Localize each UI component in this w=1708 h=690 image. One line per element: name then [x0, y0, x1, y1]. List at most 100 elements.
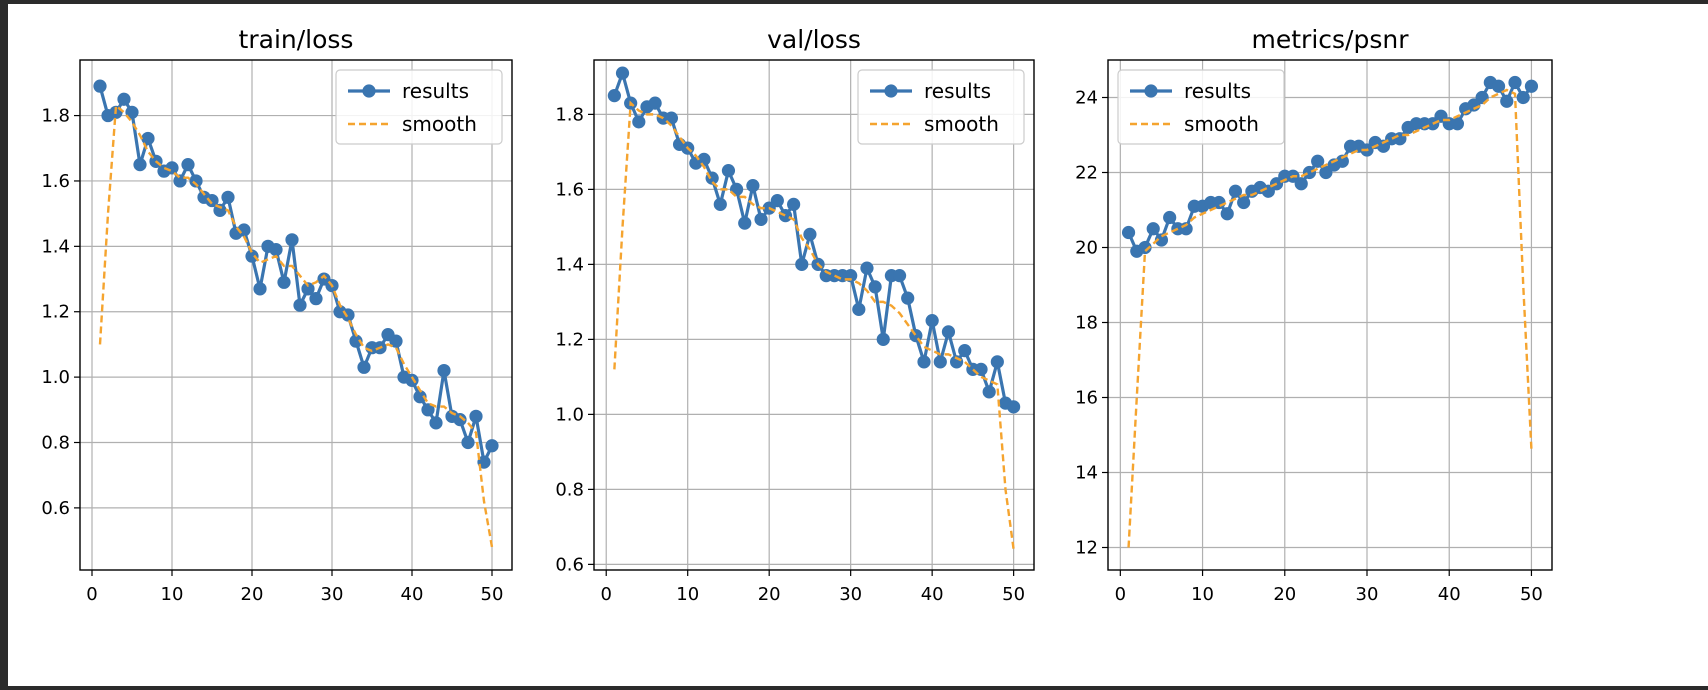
data-point-results [925, 314, 939, 328]
legend: results smooth [1117, 69, 1285, 145]
y-tick-label: 1.6 [555, 179, 584, 200]
legend-box [1117, 69, 1285, 145]
data-point-results [1228, 184, 1243, 198]
data-point-results [1007, 400, 1021, 414]
axes-frame [593, 59, 1035, 571]
data-point-results [117, 92, 131, 106]
figure-canvas: 0 10 20 30 40 50 0.6 0.8 1.0 1.2 1.4 1.6 1.8 train/lo… [41, 25, 1553, 605]
series-line-smooth [1127, 88, 1533, 548]
data-point-results [1154, 233, 1169, 247]
data-point-results [421, 403, 435, 417]
series-line-smooth [613, 100, 1015, 550]
x-tick-label: 10 [676, 584, 699, 605]
data-point-results [632, 115, 646, 129]
chart-panel-3: 0 10 20 30 40 50 12 14 16 18 20 22 24 metrics/psnr res… [1075, 25, 1553, 605]
data-point-results [1121, 225, 1136, 240]
legend-label-results: results [1184, 79, 1251, 103]
data-point-results [1335, 154, 1349, 168]
legend-box [335, 69, 503, 145]
data-point-results [1302, 165, 1317, 180]
data-point-results [770, 194, 784, 208]
data-point-results [721, 164, 736, 178]
data-point-results [285, 233, 299, 247]
y-tick-label: 14 [1075, 463, 1098, 484]
data-point-results [876, 332, 890, 346]
data-point-results [485, 439, 499, 453]
y-tick-label: 1.0 [41, 367, 70, 388]
x-tick-label: 50 [481, 584, 504, 605]
data-point-results [309, 292, 323, 306]
data-point-results [787, 197, 801, 211]
data-point-results [93, 79, 107, 93]
data-point-results [269, 243, 283, 257]
y-tick-label: 0.8 [41, 433, 70, 454]
legend-results-marker [362, 84, 376, 98]
legend-results-marker [884, 84, 898, 98]
y-tick-label: 12 [1075, 538, 1098, 559]
data-point-results [1138, 240, 1152, 255]
x-tick-label: 0 [600, 584, 611, 605]
legend: results smooth [857, 69, 1025, 145]
chart-title: train/loss [239, 25, 354, 54]
x-tick-label: 30 [839, 584, 862, 605]
data-point-results [892, 269, 907, 283]
data-point-results [205, 193, 219, 208]
data-point-results [933, 355, 947, 369]
data-point-results [1450, 117, 1465, 131]
legend-label-smooth: smooth [402, 112, 477, 136]
series-line-smooth [98, 103, 494, 548]
data-point-results [917, 355, 931, 369]
data-point-results [437, 363, 451, 378]
y-tick-label: 1.6 [41, 171, 70, 192]
x-tick-label: 40 [401, 584, 424, 605]
data-point-results [245, 249, 259, 263]
data-point-results [1500, 94, 1514, 108]
data-point-results [165, 161, 179, 175]
legend-label-smooth: smooth [1184, 112, 1259, 136]
chart-panel-1: 0 10 20 30 40 50 0.6 0.8 1.0 1.2 1.4 1.6 1.8 train/lo… [41, 25, 513, 605]
y-tick-label: 1.2 [41, 302, 70, 323]
data-point-results [1237, 195, 1251, 210]
chart-title: metrics/psnr [1252, 25, 1410, 54]
data-point-results [469, 409, 483, 423]
data-point-results [173, 174, 187, 188]
data-point-results [213, 203, 227, 217]
legend-label-smooth: smooth [924, 112, 999, 136]
x-tick-label: 40 [1438, 584, 1461, 605]
data-point-results [1311, 154, 1325, 168]
data-point-results [795, 257, 809, 271]
data-point-results [648, 96, 662, 110]
data-point-results [277, 275, 291, 289]
chart-title: val/loss [767, 25, 861, 54]
data-point-results [778, 209, 793, 223]
data-point-results [1163, 210, 1177, 225]
data-point-results [141, 131, 155, 146]
x-tick-label: 20 [758, 584, 781, 605]
data-point-results [301, 282, 315, 296]
x-tick-label: 50 [1520, 584, 1543, 605]
x-tick-label: 20 [241, 584, 264, 605]
data-point-results [453, 413, 467, 427]
data-point-results [189, 174, 203, 188]
x-tick-label: 20 [1273, 584, 1296, 605]
data-point-results [389, 334, 403, 348]
x-tick-label: 40 [921, 584, 944, 605]
x-tick-label: 10 [161, 584, 184, 605]
y-tick-label: 1.0 [555, 404, 584, 425]
data-point-results [133, 158, 147, 172]
data-point-results [221, 190, 235, 204]
data-point-results [615, 66, 630, 80]
data-point-results [1294, 177, 1308, 191]
data-point-results [958, 344, 972, 358]
axes-frame [1107, 59, 1553, 571]
data-point-results [181, 158, 195, 172]
data-point-results [941, 325, 956, 339]
data-point-results [860, 261, 874, 275]
axes-frame [79, 59, 513, 571]
data-point-results [1524, 79, 1539, 93]
legend: results smooth [335, 69, 503, 145]
data-point-results [697, 152, 711, 166]
data-point-results [901, 291, 915, 305]
data-point-results [1516, 90, 1530, 105]
series-group [93, 79, 499, 548]
